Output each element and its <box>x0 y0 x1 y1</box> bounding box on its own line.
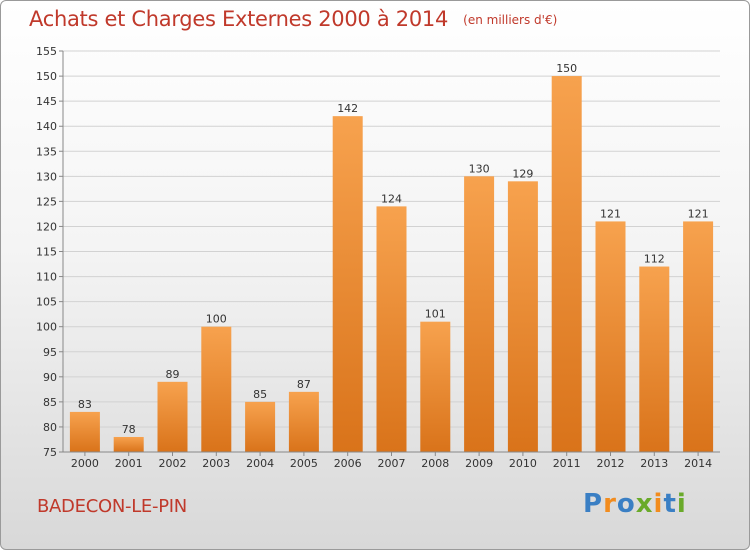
logo-letter: r <box>603 489 617 519</box>
y-tick-label: 130 <box>36 170 57 183</box>
bar-2005 <box>288 391 319 452</box>
x-tick-label: 2001 <box>115 457 143 470</box>
bar-2012 <box>595 221 626 452</box>
y-tick-label: 75 <box>43 446 57 459</box>
y-tick-label: 85 <box>43 396 57 409</box>
x-tick-label: 2002 <box>159 457 187 470</box>
bar-2000 <box>69 411 100 452</box>
y-tick-label: 145 <box>36 95 57 108</box>
data-label: 142 <box>337 102 358 115</box>
data-label: 121 <box>688 207 709 220</box>
x-tick-label: 2010 <box>509 457 537 470</box>
bar-2013 <box>639 266 670 452</box>
y-tick-label: 140 <box>36 120 57 133</box>
data-label: 78 <box>122 423 136 436</box>
proxiti-logo: Proxiti <box>583 489 687 519</box>
y-tick-label: 110 <box>36 271 57 284</box>
y-tick-label: 115 <box>36 246 57 259</box>
title-row: Achats et Charges Externes 2000 à 2014 (… <box>29 7 557 31</box>
x-tick-label: 2009 <box>465 457 493 470</box>
y-tick-label: 105 <box>36 296 57 309</box>
data-label: 124 <box>381 192 402 205</box>
data-label: 150 <box>556 62 577 75</box>
logo-letter: t <box>663 489 677 519</box>
x-tick-label: 2012 <box>597 457 625 470</box>
bar-2004 <box>245 401 276 452</box>
bar-2003 <box>201 326 232 452</box>
bar-2010 <box>507 181 538 452</box>
y-tick-label: 80 <box>43 421 57 434</box>
data-label: 112 <box>644 253 665 266</box>
x-tick-label: 2007 <box>378 457 406 470</box>
y-tick-label: 90 <box>43 371 57 384</box>
data-label: 87 <box>297 378 311 391</box>
y-tick-label: 125 <box>36 195 57 208</box>
y-tick-label: 135 <box>36 145 57 158</box>
y-tick-label: 155 <box>36 45 57 58</box>
data-label: 101 <box>425 308 446 321</box>
data-label: 89 <box>166 368 180 381</box>
logo-letter: i <box>676 489 687 519</box>
x-tick-label: 2004 <box>246 457 274 470</box>
bar-2001 <box>113 436 144 452</box>
y-tick-label: 95 <box>43 346 57 359</box>
x-tick-label: 2014 <box>684 457 712 470</box>
logo-letter: o <box>616 489 636 519</box>
y-tick-label: 120 <box>36 220 57 233</box>
x-tick-label: 2006 <box>334 457 362 470</box>
bar-2002 <box>157 381 188 452</box>
axis-layer: 75 80 85 90 95 100 105 110 115 120 125 130 135 140 145… <box>36 45 720 459</box>
data-label: 83 <box>78 398 92 411</box>
bar-layer <box>69 76 714 452</box>
x-tick-label: 2008 <box>421 457 449 470</box>
data-label: 130 <box>469 162 490 175</box>
x-tick-label: 2000 <box>71 457 99 470</box>
bar-2008 <box>420 321 451 452</box>
logo-letter: i <box>653 489 664 519</box>
logo-letter: x <box>635 489 654 519</box>
chart-title: Achats et Charges Externes 2000 à 2014 <box>29 7 449 31</box>
x-tick-label: 2013 <box>640 457 668 470</box>
data-label: 100 <box>206 313 227 326</box>
bar-2006 <box>332 116 363 452</box>
y-tick-label: 100 <box>36 321 57 334</box>
logo-letter: P <box>583 489 604 519</box>
data-label: 129 <box>512 167 533 180</box>
bar-2007 <box>376 206 407 452</box>
commune-name: BADECON-LE-PIN <box>37 496 187 517</box>
bar-2014 <box>683 221 714 452</box>
data-label: 121 <box>600 207 621 220</box>
label-layer: 83 2000 78 2001 89 2002 100 2003 85 2004 87 2005 142… <box>71 62 712 470</box>
y-tick-label: 150 <box>36 70 57 83</box>
data-label: 85 <box>253 388 267 401</box>
chart-unit: (en milliers d'€) <box>463 13 558 27</box>
x-tick-label: 2005 <box>290 457 318 470</box>
bar-2009 <box>464 176 495 452</box>
x-tick-label: 2003 <box>202 457 230 470</box>
bar-2011 <box>551 76 582 452</box>
x-tick-label: 2011 <box>553 457 581 470</box>
